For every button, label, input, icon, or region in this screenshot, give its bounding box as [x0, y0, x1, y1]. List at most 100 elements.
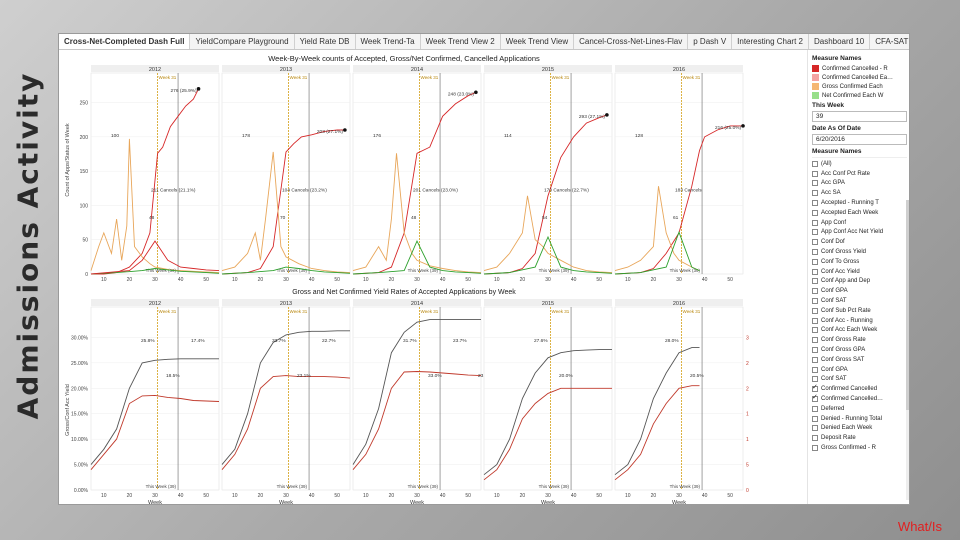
filter-item[interactable]: App Conf Acc Net Yield: [812, 228, 907, 238]
filter-checkbox[interactable]: [812, 229, 818, 236]
filter-item[interactable]: Deposit Rate: [812, 433, 907, 443]
filter-checkbox[interactable]: [812, 268, 818, 275]
filter-item[interactable]: Conf Acc Each Week: [812, 326, 907, 336]
filter-checkbox[interactable]: [812, 376, 818, 383]
filter-item[interactable]: Deferred: [812, 404, 907, 414]
filter-item[interactable]: Conf Gross Yield: [812, 247, 907, 257]
filter-item[interactable]: Accepted Each Week: [812, 208, 907, 218]
filter-item[interactable]: Confirmed Cancelled…: [812, 394, 907, 404]
sheet-tab[interactable]: Week Trend-Ta: [356, 34, 421, 49]
series-line: [483, 387, 612, 481]
filter-checkbox[interactable]: [812, 288, 818, 295]
footer-label: What/Is: [897, 519, 942, 534]
y-tick-label-right: 25.00%: [746, 361, 749, 367]
filter-checkbox[interactable]: [812, 337, 818, 344]
x-tick-label: 50: [334, 277, 340, 283]
filter-item[interactable]: Conf Gross GPA: [812, 345, 907, 355]
filter-checkbox[interactable]: [812, 170, 818, 177]
filter-checkbox[interactable]: [812, 298, 818, 305]
annotation-label: 70: [280, 215, 286, 221]
filter-checkbox[interactable]: [812, 278, 818, 285]
x-tick-label: 20: [651, 493, 657, 499]
filter-item[interactable]: Acc Conf Pct Rate: [812, 169, 907, 179]
this-week-label: This Week (39): [539, 484, 570, 489]
legend-item[interactable]: Gross Confirmed Each: [812, 82, 907, 91]
filter-checkbox[interactable]: [812, 384, 818, 393]
filter-item[interactable]: Conf SAT: [812, 375, 907, 385]
x-tick-label: 40: [309, 277, 315, 283]
filter-item[interactable]: Conf GPA: [812, 365, 907, 375]
filter-item[interactable]: Conf Gross SAT: [812, 355, 907, 365]
filter-checkbox[interactable]: [812, 219, 818, 226]
filter-item[interactable]: Conf Dof: [812, 237, 907, 247]
filter-checkbox[interactable]: [812, 180, 818, 187]
filter-item[interactable]: Conf App and Dep: [812, 277, 907, 287]
date-input[interactable]: 6/20/2016: [812, 134, 907, 145]
sheet-tab[interactable]: Interesting Chart 2: [732, 34, 809, 49]
filter-label: Conf GPA: [821, 366, 848, 373]
filter-item[interactable]: Conf Acc - Running: [812, 316, 907, 326]
filter-checkbox[interactable]: [812, 200, 818, 207]
filter-checkbox[interactable]: [812, 258, 818, 265]
filter-checkbox[interactable]: [812, 366, 818, 373]
filter-checkbox[interactable]: [812, 356, 818, 363]
filter-item[interactable]: Conf SAT: [812, 296, 907, 306]
sheet-tab[interactable]: Cancel-Cross-Net-Lines-Flav: [574, 34, 689, 49]
filter-checkbox[interactable]: [812, 394, 818, 403]
filter-checkbox[interactable]: [812, 190, 818, 197]
this-week-label: This Week (39): [146, 484, 177, 489]
filter-checkbox[interactable]: [812, 415, 818, 422]
filter-checkbox[interactable]: [812, 347, 818, 354]
sheet-tab[interactable]: CFA-SAT Compare DB: [870, 34, 909, 49]
legend-item[interactable]: Confirmed Cancelled - R: [812, 64, 907, 73]
filter-item[interactable]: Conf To Gross: [812, 257, 907, 267]
filter-item[interactable]: Conf Sub Pct Rate: [812, 306, 907, 316]
x-tick-label: 10: [625, 277, 631, 283]
filter-item[interactable]: (All): [812, 159, 907, 169]
filter-checkbox[interactable]: [812, 249, 818, 256]
filter-checkbox[interactable]: [812, 405, 818, 412]
this-week-input[interactable]: 39: [812, 111, 907, 122]
filter-checkbox[interactable]: [812, 445, 818, 451]
filter-item[interactable]: Confirmed Cancelled: [812, 384, 907, 394]
sheet-tab[interactable]: Yield Rate DB: [295, 34, 356, 49]
filter-item[interactable]: Gross Confirmed - R: [812, 443, 907, 453]
filter-item[interactable]: Conf Acc Yield: [812, 267, 907, 277]
panel-header: [222, 65, 350, 72]
filter-checkbox[interactable]: [812, 209, 818, 216]
filter-item[interactable]: Accepted - Running T: [812, 198, 907, 208]
filter-item[interactable]: App Conf: [812, 218, 907, 228]
filter-label: (All): [821, 160, 832, 167]
filter-item[interactable]: Denied - Running Total: [812, 414, 907, 424]
filter-checkbox[interactable]: [812, 317, 818, 324]
filter-item[interactable]: Conf GPA: [812, 286, 907, 296]
bottom-chart: 2012 Week 31 This Week (39) 25.8% 18.5% 17.4%…: [71, 299, 749, 504]
series-line: [614, 125, 743, 275]
sheet-tab[interactable]: p Dash V: [688, 34, 733, 49]
filter-item[interactable]: Acc SA: [812, 188, 907, 198]
panel-year-label: 2014: [411, 67, 423, 73]
filter-checkbox[interactable]: [812, 425, 818, 432]
sheet-tab[interactable]: Dashboard 10: [809, 34, 871, 49]
y-tick-label: 0: [85, 272, 88, 278]
filter-checkbox[interactable]: [812, 307, 818, 314]
legend-item[interactable]: Confirmed Cancelled Ea…: [812, 73, 907, 82]
sheet-tab[interactable]: Week Trend View: [501, 34, 575, 49]
filter-checkbox[interactable]: [812, 239, 818, 246]
filter-scrollbar-thumb[interactable]: [906, 200, 909, 410]
sheet-tab[interactable]: Cross-Net-Completed Dash Full: [59, 34, 191, 49]
filter-checkbox[interactable]: [812, 435, 818, 442]
filter-checkbox[interactable]: [812, 160, 818, 167]
filter-scrollbar[interactable]: [906, 200, 909, 500]
sheet-tab[interactable]: Week Trend View 2: [421, 34, 501, 49]
filter-item[interactable]: Denied Each Week: [812, 424, 907, 434]
panel-year-label: 2013: [280, 67, 292, 73]
filter-item[interactable]: Acc GPA: [812, 179, 907, 189]
sheet-tab[interactable]: YieldCompare Playground: [190, 34, 295, 49]
endpoint-marker: [605, 113, 609, 117]
x-tick-label: 50: [203, 493, 209, 499]
filter-checkbox[interactable]: [812, 327, 818, 334]
filter-item[interactable]: Conf Gross Rate: [812, 335, 907, 345]
legend-item[interactable]: Net Confirmed Each W: [812, 91, 907, 100]
data-label: 28.0%: [665, 338, 679, 344]
